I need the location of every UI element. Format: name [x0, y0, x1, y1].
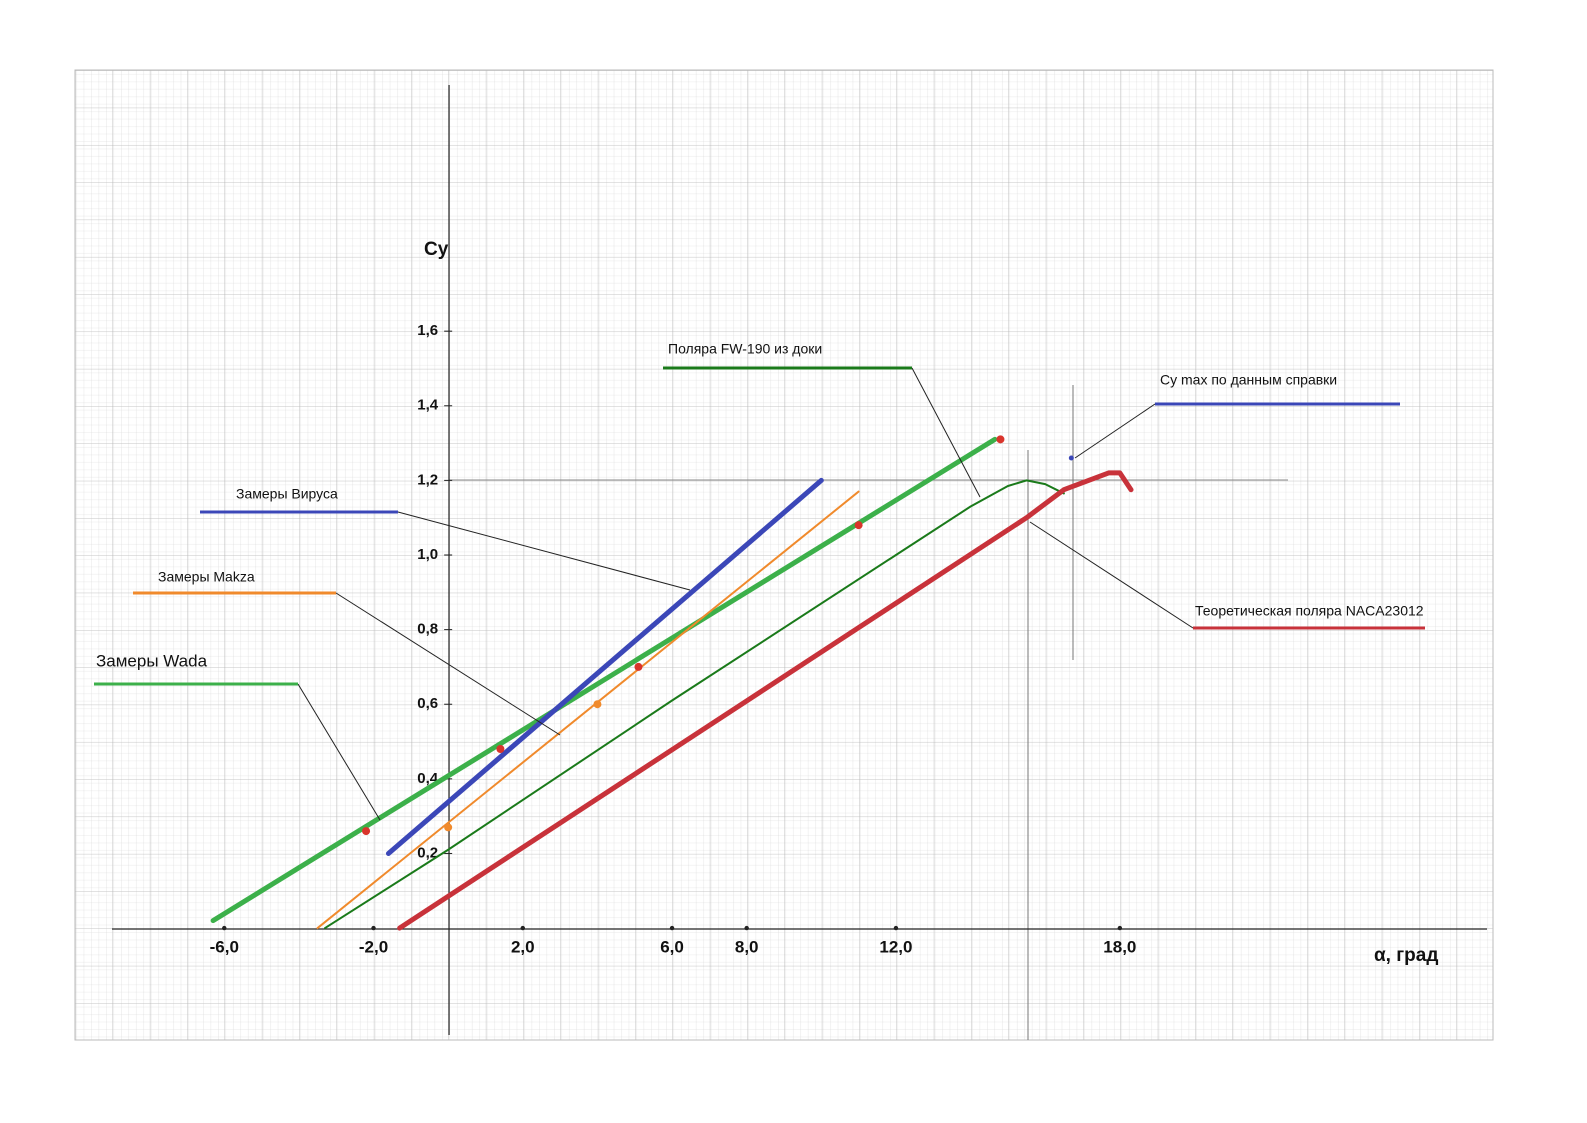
data-point — [593, 700, 602, 709]
leader-line — [397, 511, 691, 591]
y-tick-label: 1,2 — [417, 471, 438, 488]
x-tick-label: 8,0 — [735, 938, 759, 957]
x-tick-label: -2,0 — [359, 938, 388, 957]
y-tick-label: 1,4 — [417, 397, 439, 414]
legend-label: Cy max по данным справки — [1160, 372, 1337, 388]
x-tick-label: 2,0 — [511, 938, 535, 957]
y-axis-label: Cy — [424, 239, 449, 260]
leader-line — [1029, 521, 1194, 629]
x-tick — [371, 925, 376, 931]
graph-paper — [74, 69, 1494, 1041]
y-tick-label: 0,2 — [417, 844, 438, 861]
x-tick — [1117, 925, 1123, 931]
x-tick — [744, 925, 749, 931]
grid-paper — [74, 69, 1494, 1041]
legend-label: Замеры Wada — [96, 651, 208, 670]
x-tick — [222, 925, 227, 931]
series-line — [210, 436, 998, 924]
legend-label: Поляра FW-190 из доки — [668, 341, 822, 357]
legend-label: Теоретическая поляра NACA23012 — [1195, 603, 1424, 619]
data-point — [496, 745, 505, 753]
data-point — [996, 435, 1005, 444]
leader-line — [297, 683, 381, 821]
x-tick — [520, 925, 525, 931]
data-point — [1068, 455, 1074, 461]
leader-line — [1074, 403, 1156, 459]
x-tick — [669, 925, 675, 931]
y-tick-label: 1,0 — [417, 546, 438, 563]
data-point — [362, 827, 371, 836]
x-axis-label: α, град — [1374, 945, 1438, 966]
y-tick-label: 0,8 — [417, 621, 438, 638]
leader-line — [335, 592, 561, 736]
x-tick-label: 18,0 — [1103, 938, 1136, 957]
series-line — [324, 479, 1065, 930]
y-tick-label: 1,6 — [417, 322, 438, 339]
legend-label: Замеры Вируса — [236, 486, 338, 502]
legend-label: Замеры Makza — [158, 569, 255, 585]
data-point — [634, 662, 643, 671]
x-tick-label: -6,0 — [210, 938, 239, 957]
x-tick-label: 12,0 — [879, 938, 912, 957]
data-point — [854, 521, 863, 530]
series-line — [397, 470, 1134, 931]
x-tick-label: 6,0 — [660, 938, 684, 957]
series-line — [316, 490, 860, 930]
leader-line — [911, 367, 981, 498]
x-tick — [893, 925, 899, 931]
series-line — [385, 477, 824, 856]
data-point — [444, 823, 453, 832]
y-tick-label: 0,6 — [417, 695, 438, 712]
